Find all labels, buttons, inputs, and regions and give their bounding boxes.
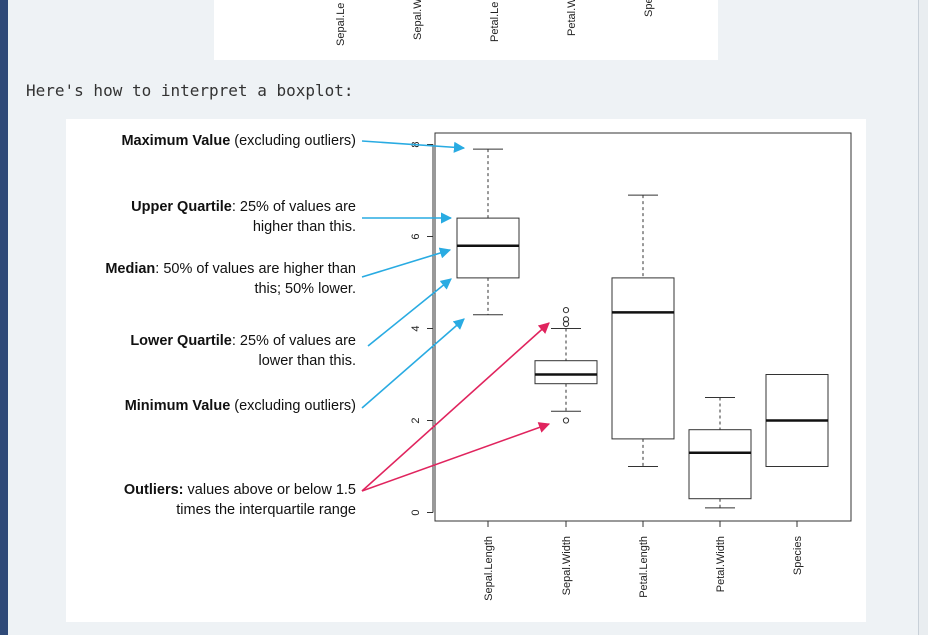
x-tick-label: Petal.Length: [638, 536, 650, 598]
annotation-upper-quartile: Upper Quartile: 25% of values are higher…: [131, 198, 356, 237]
y-tick-label: 2: [410, 417, 422, 423]
annotation-title: Upper Quartile: [131, 199, 232, 215]
annotation-arrow: [361, 140, 466, 153]
outlier-arrow: [361, 422, 551, 492]
top-axis-label: Sepal.W: [412, 0, 424, 40]
scrollbar-edge: [918, 0, 928, 635]
previous-boxplot-figure: Sepal.Le Sepal.W Petal.Le Petal.W Spe: [214, 0, 718, 60]
annotation-title: Maximum Value: [121, 133, 231, 149]
annotation-lower-quartile: Lower Quartile: 25% of values are lower …: [130, 332, 356, 371]
annotation-arrow: [361, 318, 465, 409]
annotation-title: Outliers:: [123, 482, 184, 498]
top-axis-label: Petal.W: [566, 0, 578, 36]
intro-text: Here's how to interpret a boxplot:: [26, 81, 354, 100]
annotation-text: (excluding outliers): [230, 398, 356, 414]
annotation-title: Minimum Value: [124, 398, 231, 414]
box: [456, 217, 520, 279]
y-tick-label: 0: [410, 509, 422, 515]
top-axis-label: Sepal.Le: [335, 2, 347, 46]
annotation-outliers: Outliers: values above or below 1.5 time…: [124, 481, 356, 520]
boxplot-explainer-figure: 02468Sepal.LengthSepal.WidthPetal.Length…: [66, 119, 866, 622]
x-tick-label: Species: [792, 536, 804, 576]
annotation-arrow: [361, 247, 452, 278]
boxplot-chart: 02468Sepal.LengthSepal.WidthPetal.Length…: [361, 132, 852, 601]
annotation-maximum: Maximum Value (excluding outliers): [121, 132, 356, 152]
annotation-arrow: [367, 278, 452, 347]
annotation-minimum: Minimum Value (excluding outliers): [125, 397, 356, 417]
annotation-title: Lower Quartile: [130, 333, 232, 349]
y-tick-label: 6: [410, 233, 422, 239]
annotation-text: (excluding outliers): [230, 133, 356, 149]
outlier-point: [562, 417, 570, 424]
box: [534, 360, 598, 385]
box: [688, 429, 752, 500]
top-axis-label: Petal.Le: [489, 1, 501, 42]
x-tick-label: Sepal.Length: [483, 536, 495, 601]
x-tick-label: Sepal.Width: [561, 536, 573, 595]
annotation-text: : 25% of values are: [231, 333, 356, 349]
box: [611, 277, 675, 440]
outlier-arrow: [361, 322, 550, 492]
x-tick-label: Petal.Width: [715, 536, 727, 592]
top-axis-label: Spe: [643, 0, 655, 17]
annotation-text-line2: times the interquartile range: [176, 501, 356, 518]
annotation-median: Median: 50% of values are higher than th…: [105, 260, 356, 299]
annotation-text: : 50% of values are higher than: [155, 261, 356, 277]
annotation-text-line2: this; 50% lower.: [254, 280, 356, 297]
annotation-text-line2: higher than this.: [252, 218, 356, 235]
outlier-point: [562, 320, 570, 327]
annotation-text-line2: lower than this.: [258, 352, 356, 369]
annotation-text: : 25% of values are: [231, 199, 356, 215]
annotation-title: Median: [105, 261, 156, 277]
annotation-text: values above or below 1.5: [183, 482, 356, 498]
outlier-point: [562, 316, 570, 323]
y-tick-label: 4: [410, 325, 422, 331]
outlier-point: [562, 307, 570, 314]
